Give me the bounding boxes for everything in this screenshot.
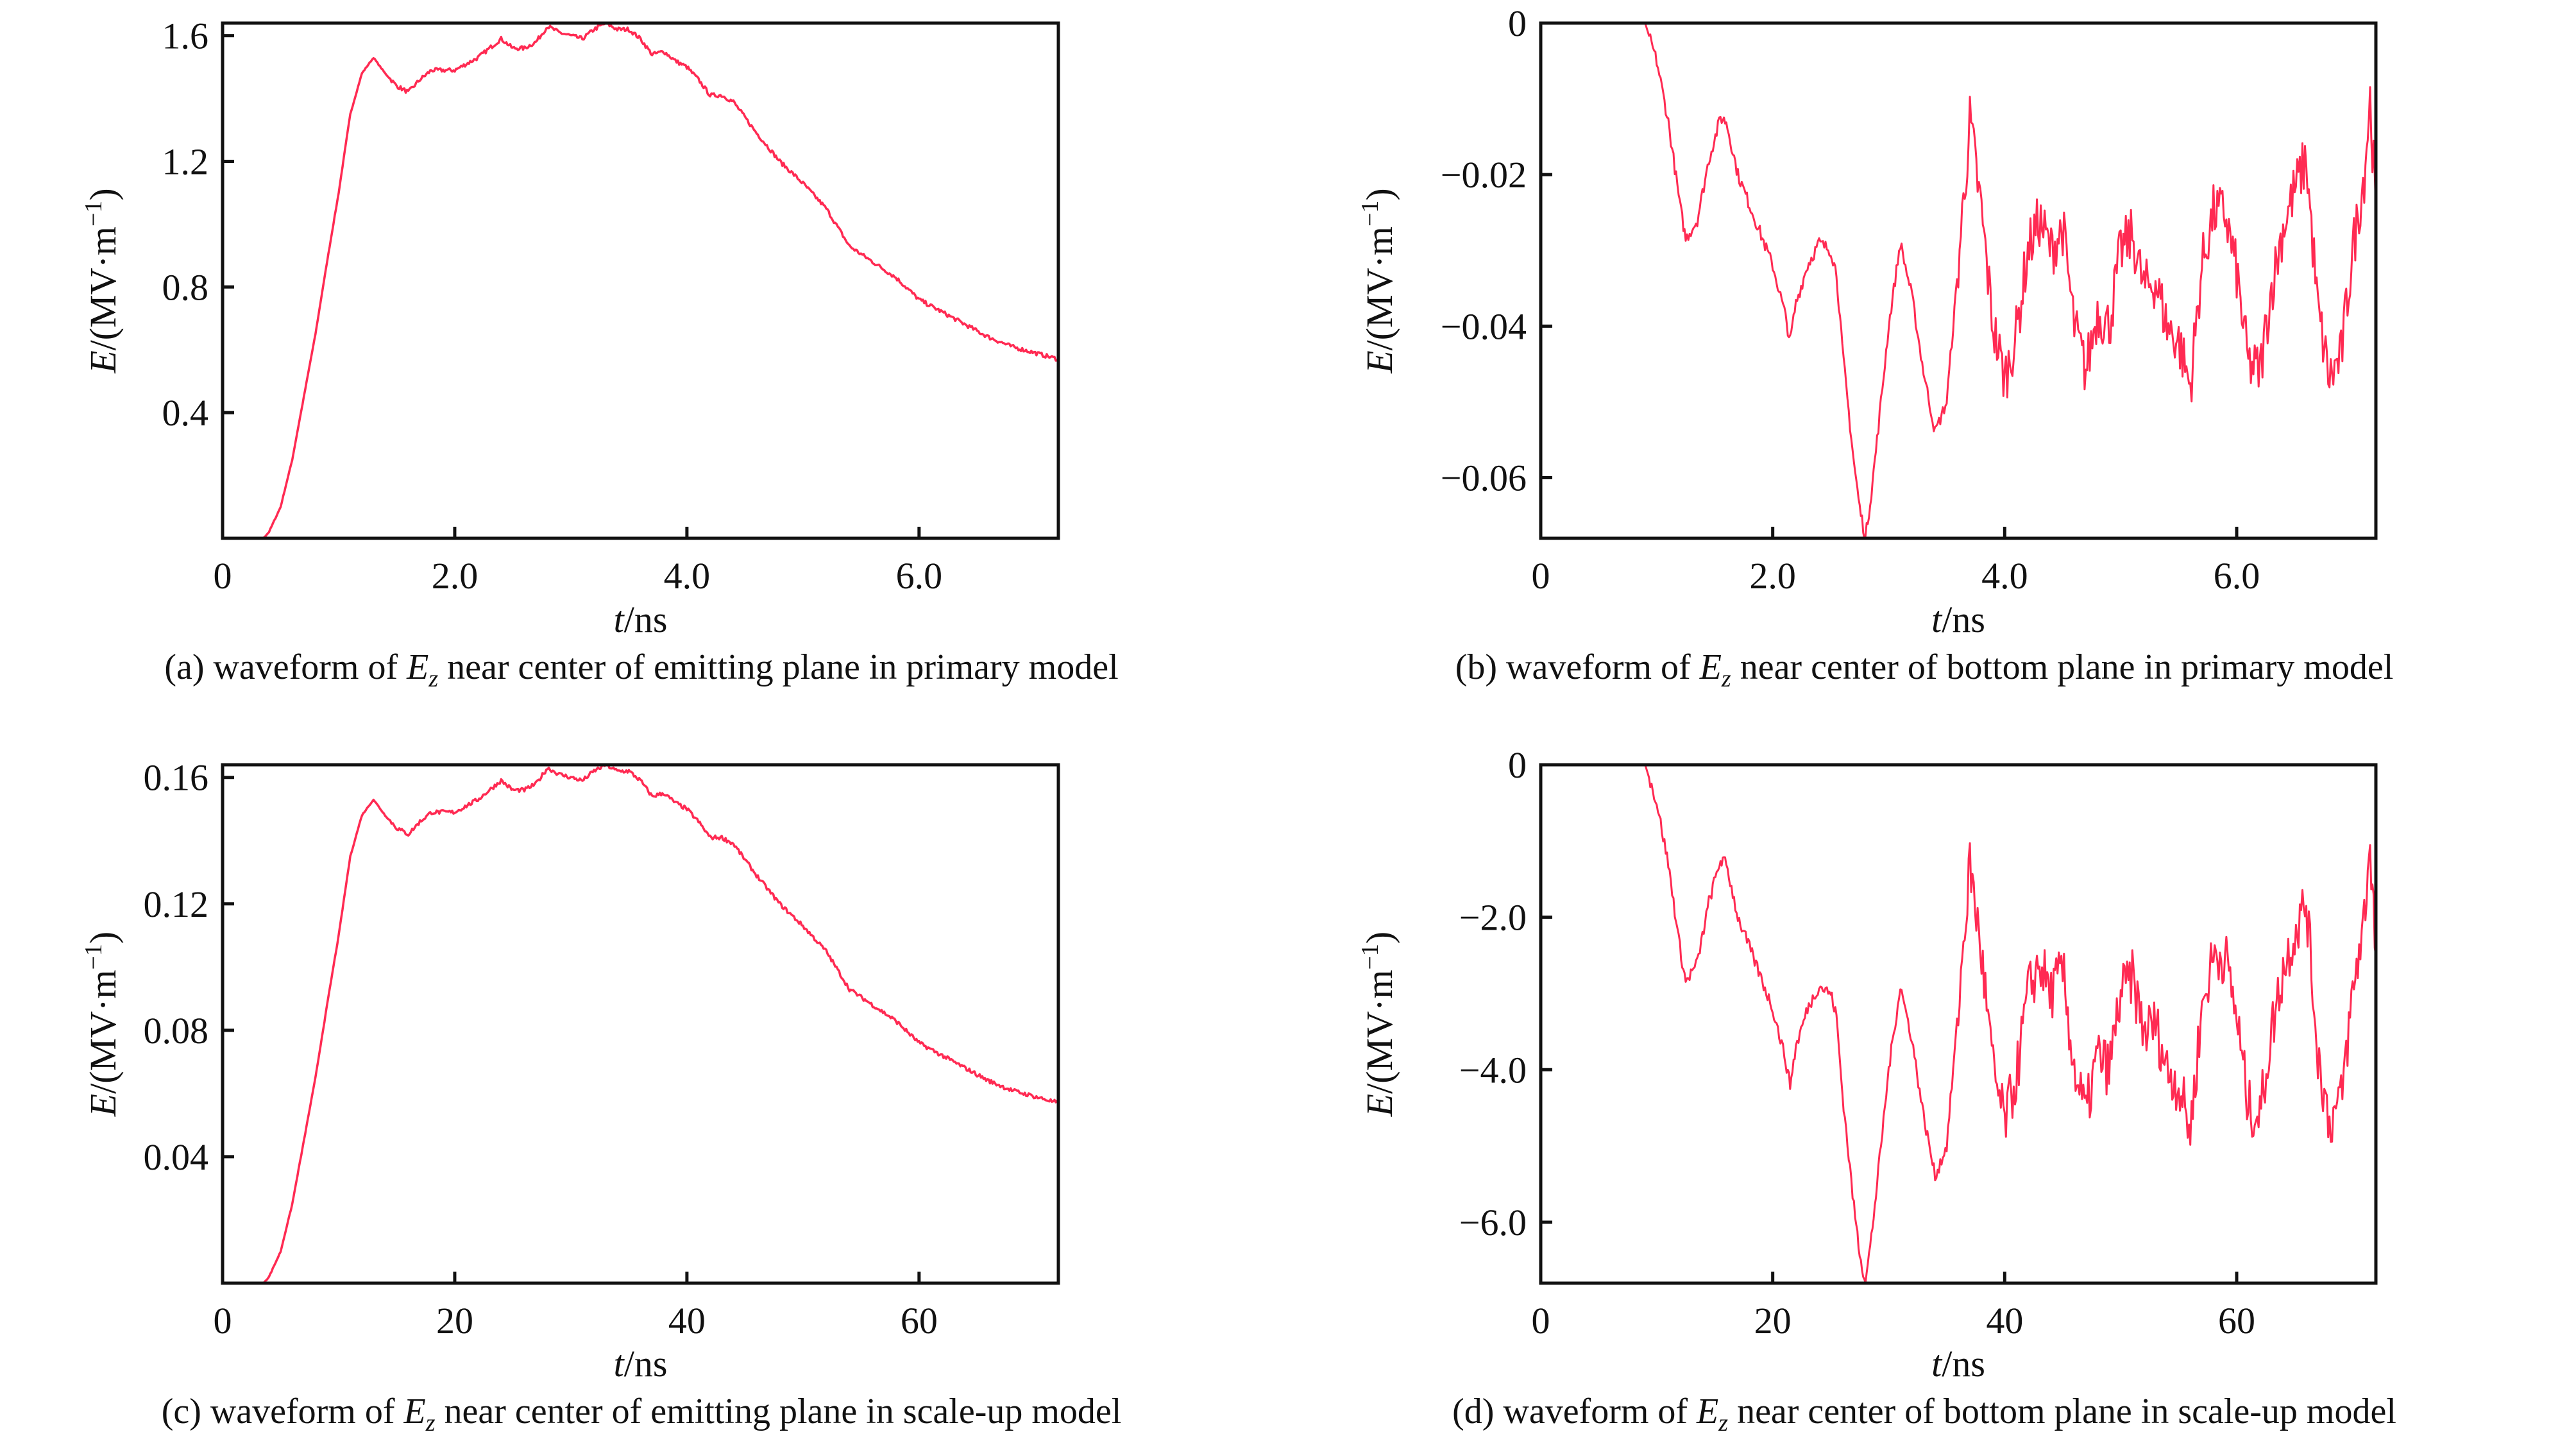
y-axis-exponent: −1 [1357, 201, 1384, 226]
x-tick-label: 6.0 [896, 555, 943, 597]
panel-caption: (d) waveform of Ez near center of bottom… [1452, 1392, 2396, 1437]
y-axis-title: E/(MV·m−1) [80, 188, 124, 374]
x-axis-unit: /ns [1942, 1343, 1985, 1385]
chart-panel-a: 0 2.0 4.0 6.00.40.81.21.6t/nsE/(MV·m−1)(a) … [80, 15, 1119, 692]
x-tick-label: 2.0 [1749, 555, 1796, 597]
x-tick-label: 4.0 [664, 555, 711, 597]
caption-subscript: z [1718, 1410, 1728, 1437]
y-tick-label: −0.06 [1441, 457, 1527, 499]
x-axis-title: t/ns [614, 599, 668, 640]
y-axis-title: E/(MV·m−1) [1357, 188, 1400, 374]
plot-frame [1539, 21, 2378, 540]
chart-panel-c: 0 20 40 600.040.080.120.16t/nsE/(MV·m−1)(c)… [80, 757, 1121, 1437]
x-axis-title: t/ns [614, 1343, 668, 1385]
y-tick-label: −0.02 [1441, 154, 1527, 196]
caption-subscript: z [425, 1410, 436, 1437]
x-tick-label: 60 [2218, 1300, 2255, 1342]
caption-var: E [406, 647, 428, 687]
x-tick-label: 0 [1532, 1300, 1550, 1342]
x-tick-label: 20 [1754, 1300, 1792, 1342]
y-axis-exponent: −1 [1357, 944, 1384, 969]
caption-prefix: (c) waveform of [162, 1392, 404, 1431]
x-tick-label: 6.0 [2214, 555, 2260, 597]
plot-frame [1539, 763, 2378, 1285]
y-tick-label: 0 [1508, 3, 1527, 44]
y-axis-close: ) [82, 188, 124, 200]
y-axis-close: ) [1359, 188, 1400, 200]
y-axis-close: ) [1359, 932, 1400, 944]
caption-var: E [403, 1392, 426, 1431]
y-axis-title: E/(MV·m−1) [1357, 932, 1400, 1118]
y-axis-exponent: −1 [80, 201, 107, 226]
x-axis-unit: /ns [624, 599, 668, 640]
caption-prefix: (a) waveform of [164, 647, 407, 687]
y-tick-label: 0.16 [144, 757, 209, 799]
y-axis-exponent: −1 [80, 944, 107, 969]
chart-panel-d: 0 20 40 600−2.0−4.0−6.0t/nsE/(MV·m−1)(d) wa… [1357, 744, 2396, 1437]
waveform-line [1541, 22, 2377, 540]
caption-subscript: z [1721, 665, 1731, 692]
plot-frame [221, 763, 1060, 1285]
x-axis-title: t/ns [1931, 599, 1985, 640]
y-axis-unit: /(MV·m [1359, 970, 1400, 1094]
waveform-line [222, 22, 1060, 540]
waveform-line [222, 763, 1060, 1284]
y-tick-label: 1.6 [162, 15, 209, 57]
waveform-line [1541, 763, 2377, 1284]
caption-suffix: near center of bottom plane in primary m… [1731, 647, 2394, 687]
panel-caption: (b) waveform of Ez near center of bottom… [1455, 647, 2394, 692]
y-tick-label: −0.04 [1441, 305, 1527, 347]
y-axis-unit: /(MV·m [82, 970, 124, 1094]
caption-prefix: (b) waveform of [1455, 647, 1700, 687]
caption-prefix: (d) waveform of [1452, 1392, 1697, 1431]
panel-caption: (a) waveform of Ez near center of emitti… [164, 647, 1118, 692]
caption-suffix: near center of emitting plane in scale-u… [436, 1392, 1122, 1431]
x-tick-label: 0 [1532, 555, 1550, 597]
y-axis-var: E [1359, 1094, 1400, 1117]
x-axis-var: t [614, 599, 625, 640]
x-axis-title: t/ns [1931, 1343, 1985, 1385]
caption-suffix: near center of emitting plane in primary… [438, 647, 1119, 687]
x-axis-var: t [614, 1343, 625, 1385]
x-tick-label: 0 [214, 1300, 232, 1342]
y-axis-var: E [82, 350, 124, 373]
y-tick-label: −2.0 [1459, 897, 1527, 939]
x-tick-label: 40 [668, 1300, 706, 1342]
y-axis-var: E [1359, 350, 1400, 373]
y-tick-label: 0.12 [144, 883, 209, 925]
plot-frame [221, 21, 1060, 540]
caption-subscript: z [428, 665, 438, 692]
x-tick-label: 60 [901, 1300, 938, 1342]
x-tick-label: 0 [214, 555, 232, 597]
y-tick-label: 0.4 [162, 392, 209, 434]
x-tick-label: 40 [1986, 1300, 2023, 1342]
x-tick-label: 2.0 [432, 555, 479, 597]
y-axis-var: E [82, 1094, 124, 1117]
y-tick-label: 0.04 [144, 1136, 209, 1178]
x-tick-label: 4.0 [1981, 555, 2028, 597]
y-tick-label: 0 [1508, 744, 1527, 786]
y-tick-label: 0.08 [144, 1010, 209, 1052]
x-axis-var: t [1931, 599, 1943, 640]
y-tick-label: −6.0 [1459, 1202, 1527, 1243]
x-axis-var: t [1931, 1343, 1943, 1385]
y-axis-close: ) [82, 932, 124, 944]
y-axis-title: E/(MV·m−1) [80, 932, 124, 1118]
panel-caption: (c) waveform of Ez near center of emitti… [162, 1392, 1122, 1437]
y-tick-label: −4.0 [1459, 1049, 1527, 1091]
y-axis-unit: /(MV·m [82, 226, 124, 350]
x-tick-label: 20 [436, 1300, 473, 1342]
x-axis-unit: /ns [1942, 599, 1985, 640]
caption-var: E [1699, 647, 1722, 687]
caption-var: E [1696, 1392, 1718, 1431]
y-tick-label: 1.2 [162, 141, 209, 182]
caption-suffix: near center of bottom plane in scale-up … [1728, 1392, 2396, 1431]
chart-panel-b: 0 2.0 4.0 6.00−0.02−0.04−0.06t/nsE/(MV·m−1)… [1357, 3, 2393, 692]
y-tick-label: 0.8 [162, 266, 209, 308]
x-axis-unit: /ns [624, 1343, 668, 1385]
y-axis-unit: /(MV·m [1359, 226, 1400, 350]
